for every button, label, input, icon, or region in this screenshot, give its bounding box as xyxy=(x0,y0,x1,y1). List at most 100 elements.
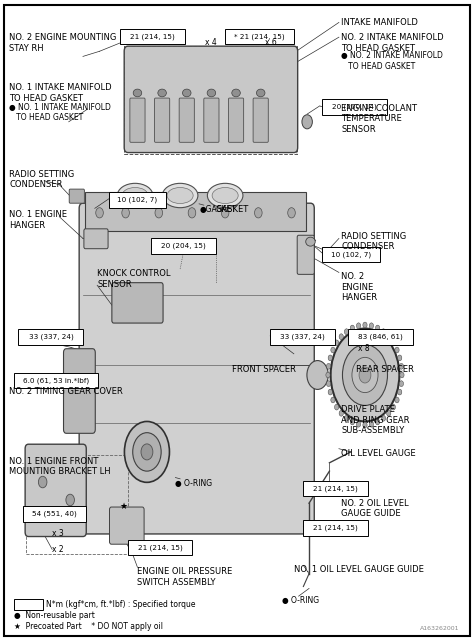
FancyBboxPatch shape xyxy=(322,247,380,262)
FancyBboxPatch shape xyxy=(303,481,368,496)
FancyBboxPatch shape xyxy=(112,283,163,323)
Ellipse shape xyxy=(350,325,355,331)
Text: NO. 1 INTAKE MANIFOLD
TO HEAD GASKET: NO. 1 INTAKE MANIFOLD TO HEAD GASKET xyxy=(9,83,112,103)
Text: 10 (102, 7): 10 (102, 7) xyxy=(331,251,371,258)
Ellipse shape xyxy=(395,397,399,403)
Ellipse shape xyxy=(207,183,243,208)
Text: ● NO. 2 INTAKE MANIFOLD
   TO HEAD GASKET: ● NO. 2 INTAKE MANIFOLD TO HEAD GASKET xyxy=(341,51,443,71)
Text: ● O-RING: ● O-RING xyxy=(175,479,212,488)
Ellipse shape xyxy=(122,188,148,204)
Text: 21 (214, 15): 21 (214, 15) xyxy=(130,33,175,40)
Ellipse shape xyxy=(133,433,161,471)
FancyBboxPatch shape xyxy=(151,238,216,254)
Ellipse shape xyxy=(328,355,332,361)
Text: INTAKE MANIFOLD: INTAKE MANIFOLD xyxy=(341,18,418,27)
Text: 10 (102, 7): 10 (102, 7) xyxy=(118,197,157,203)
Text: NO. 1 ENGINE FRONT
MOUNTING BRACKET LH: NO. 1 ENGINE FRONT MOUNTING BRACKET LH xyxy=(9,457,111,476)
Ellipse shape xyxy=(307,360,328,390)
Text: 21 (214, 15): 21 (214, 15) xyxy=(313,525,358,531)
Ellipse shape xyxy=(331,347,335,353)
Ellipse shape xyxy=(387,334,391,340)
Ellipse shape xyxy=(331,329,399,422)
Ellipse shape xyxy=(336,369,345,381)
Text: 6.0 (61, 53 in.*lbf): 6.0 (61, 53 in.*lbf) xyxy=(23,378,89,384)
Ellipse shape xyxy=(381,329,385,335)
FancyBboxPatch shape xyxy=(4,5,470,636)
Text: REAR SPACER: REAR SPACER xyxy=(356,365,413,374)
Text: ●GASKET: ●GASKET xyxy=(199,205,236,214)
Text: NO. 2
ENGINE
HANGER: NO. 2 ENGINE HANGER xyxy=(341,272,377,302)
Ellipse shape xyxy=(356,421,361,427)
Ellipse shape xyxy=(399,381,403,387)
Text: x 2: x 2 xyxy=(52,545,64,554)
Text: NO. 1 OIL LEVEL GAUGE GUIDE: NO. 1 OIL LEVEL GAUGE GUIDE xyxy=(294,565,424,574)
Ellipse shape xyxy=(288,208,295,218)
Ellipse shape xyxy=(326,372,330,378)
Ellipse shape xyxy=(167,188,193,204)
Ellipse shape xyxy=(356,323,361,329)
Ellipse shape xyxy=(221,208,229,218)
FancyBboxPatch shape xyxy=(322,99,387,115)
Ellipse shape xyxy=(363,322,367,328)
Text: ● O-RING: ● O-RING xyxy=(282,596,319,605)
Text: 83 (846, 61): 83 (846, 61) xyxy=(358,334,403,340)
Ellipse shape xyxy=(398,355,402,361)
Ellipse shape xyxy=(375,419,380,425)
FancyBboxPatch shape xyxy=(124,46,298,153)
Text: RADIO SETTING
CONDENSER: RADIO SETTING CONDENSER xyxy=(9,170,75,189)
Ellipse shape xyxy=(207,89,216,97)
FancyBboxPatch shape xyxy=(130,98,145,142)
Ellipse shape xyxy=(66,494,74,506)
FancyBboxPatch shape xyxy=(179,98,194,142)
FancyBboxPatch shape xyxy=(303,520,368,536)
Ellipse shape xyxy=(155,208,163,218)
Ellipse shape xyxy=(342,345,387,406)
Ellipse shape xyxy=(391,404,395,410)
Text: RADIO SETTING
CONDENSER: RADIO SETTING CONDENSER xyxy=(341,232,407,251)
Text: OIL LEVEL GAUGE: OIL LEVEL GAUGE xyxy=(341,449,416,458)
FancyBboxPatch shape xyxy=(64,349,95,433)
Ellipse shape xyxy=(400,372,404,378)
Ellipse shape xyxy=(339,334,343,340)
Ellipse shape xyxy=(327,381,331,387)
Ellipse shape xyxy=(162,183,198,208)
FancyBboxPatch shape xyxy=(109,192,166,208)
Text: ENGINE COOLANT
TEMPERATURE
SENSOR: ENGINE COOLANT TEMPERATURE SENSOR xyxy=(341,104,417,133)
FancyBboxPatch shape xyxy=(120,29,185,44)
Text: ★  Precoated Part    * DO NOT apply oil: ★ Precoated Part * DO NOT apply oil xyxy=(14,622,163,631)
Text: x 8: x 8 xyxy=(358,344,370,353)
Ellipse shape xyxy=(232,89,240,97)
Ellipse shape xyxy=(256,89,265,97)
Ellipse shape xyxy=(369,323,374,329)
Ellipse shape xyxy=(398,389,402,395)
Ellipse shape xyxy=(387,410,391,416)
FancyBboxPatch shape xyxy=(18,329,83,345)
FancyBboxPatch shape xyxy=(225,29,294,44)
Text: ★: ★ xyxy=(119,502,128,511)
FancyBboxPatch shape xyxy=(253,98,268,142)
Ellipse shape xyxy=(350,419,355,425)
FancyBboxPatch shape xyxy=(14,599,43,610)
Text: 21 (214, 15): 21 (214, 15) xyxy=(313,485,358,492)
FancyBboxPatch shape xyxy=(270,329,335,345)
Ellipse shape xyxy=(352,358,378,392)
Ellipse shape xyxy=(306,237,315,246)
Text: NO. 2 ENGINE MOUNTING
STAY RH: NO. 2 ENGINE MOUNTING STAY RH xyxy=(9,33,117,53)
FancyBboxPatch shape xyxy=(25,444,86,537)
Ellipse shape xyxy=(302,115,312,129)
Text: NO. 1 ENGINE
HANGER: NO. 1 ENGINE HANGER xyxy=(9,210,67,229)
Text: NO. 2 INTAKE MANIFOLD
TO HEAD GASKET: NO. 2 INTAKE MANIFOLD TO HEAD GASKET xyxy=(341,33,444,53)
Text: 20 (204, 15): 20 (204, 15) xyxy=(161,243,206,249)
FancyBboxPatch shape xyxy=(204,98,219,142)
FancyBboxPatch shape xyxy=(79,203,314,534)
Text: x 6: x 6 xyxy=(265,38,277,47)
Text: x 3: x 3 xyxy=(52,529,64,538)
Text: NO. 2 TIMING GEAR COVER: NO. 2 TIMING GEAR COVER xyxy=(9,387,123,395)
FancyBboxPatch shape xyxy=(23,506,86,522)
FancyBboxPatch shape xyxy=(69,189,84,203)
Text: x 4: x 4 xyxy=(205,38,217,47)
Ellipse shape xyxy=(212,188,238,204)
Ellipse shape xyxy=(344,329,348,335)
FancyBboxPatch shape xyxy=(297,235,314,274)
Ellipse shape xyxy=(133,89,142,97)
